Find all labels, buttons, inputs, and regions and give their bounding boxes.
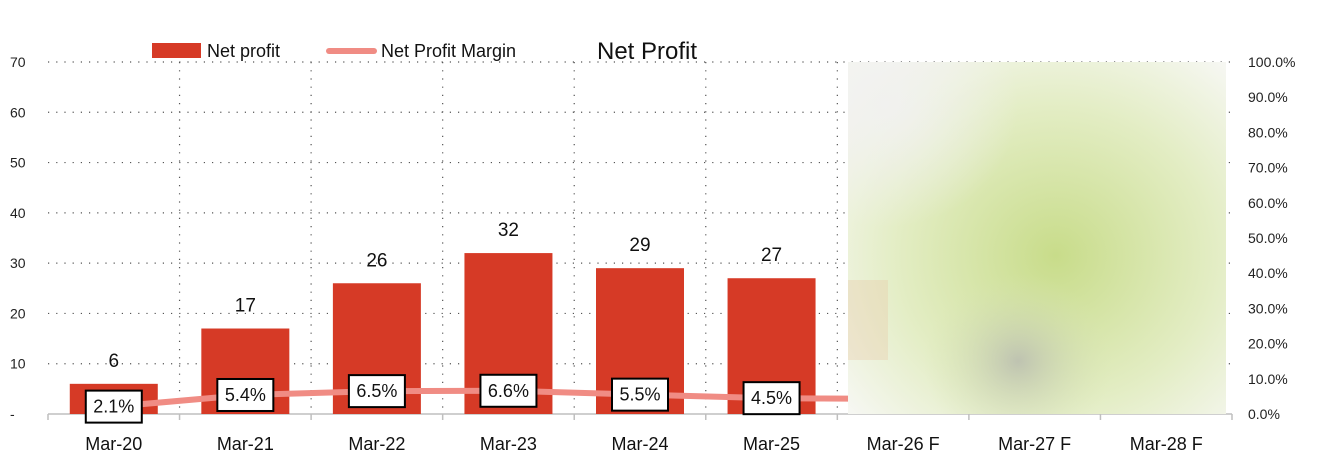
tick-labels: - 10 20 30 40 50 60 70 0.0% 10.0% 20.0% 30.0% 40.0% 5… (10, 54, 1295, 454)
margin-data-label: 2.1% (93, 397, 134, 417)
margin-data-label-box (742, 381, 801, 416)
y-right-tick-label: 20.0% (1248, 336, 1288, 352)
y-left-tick-label: 30 (10, 255, 26, 271)
x-tick-label: Mar-28 F (1130, 434, 1203, 454)
y-right-tick-label: 70.0% (1248, 160, 1288, 176)
y-right-tick-label: 10.0% (1248, 371, 1288, 387)
x-tick-label: Mar-26 F (867, 434, 940, 454)
margin-data-label: 6.5% (356, 381, 397, 401)
bar-data-label: 6 (108, 351, 119, 372)
margin-data-label: 4.5% (751, 388, 792, 408)
y-right-tick-label: 0.0% (1248, 406, 1280, 422)
bar-data-label: 27 (761, 245, 782, 266)
y-right-tick-label: 80.0% (1248, 124, 1288, 140)
bar-data-label: 26 (366, 250, 387, 271)
y-left-tick-label: 60 (10, 104, 26, 120)
blurred-region (848, 62, 1226, 414)
margin-data-label: 6.6% (488, 381, 529, 401)
x-tick-label: Mar-24 (611, 434, 668, 454)
margin-data-label-box (84, 389, 143, 424)
margin-data-label: 5.5% (619, 385, 660, 405)
y-right-tick-label: 60.0% (1248, 195, 1288, 211)
legend-swatch-net-profit (152, 43, 201, 58)
y-left-tick-label: 40 (10, 205, 26, 221)
y-left-tick-label: 50 (10, 155, 26, 171)
legend-label-net-profit: Net profit (207, 41, 280, 61)
bar-data-label: 17 (235, 296, 256, 317)
bar-data-label: 29 (629, 235, 650, 256)
y-left-tick-label: 70 (10, 54, 26, 70)
legend: Net profit Net Profit Margin (152, 41, 516, 61)
x-tick-label: Mar-20 (85, 434, 142, 454)
margin-data-label-box (347, 374, 406, 409)
x-tick-label: Mar-22 (348, 434, 405, 454)
chart-title: Net Profit (597, 38, 697, 65)
y-right-tick-label: 100.0% (1248, 54, 1295, 70)
axes (47, 413, 1233, 420)
y-right-tick-label: 40.0% (1248, 265, 1288, 281)
y-left-tick-label: 10 (10, 356, 26, 372)
legend-label-net-profit-margin: Net Profit Margin (381, 41, 516, 61)
margin-data-label-box (611, 377, 669, 412)
y-left-tick-label: 20 (10, 305, 26, 321)
y-left-tick-label: - (10, 406, 15, 422)
x-tick-label: Mar-27 F (998, 434, 1071, 454)
margin-data-label: 5.4% (225, 385, 266, 405)
y-right-tick-label: 90.0% (1248, 89, 1288, 105)
y-right-tick-label: 30.0% (1248, 300, 1288, 316)
x-tick-label: Mar-25 (743, 434, 800, 454)
margin-data-label-box (479, 373, 538, 408)
margin-data-labels: 2.1% 5.4% 6.5% 6.6% 5.5% 4.5% (84, 373, 801, 424)
x-tick-label: Mar-21 (217, 434, 274, 454)
bar-data-labels: 6 17 26 32 29 27 (108, 220, 782, 372)
bar-data-label: 32 (498, 220, 519, 241)
y-right-tick-label: 50.0% (1248, 230, 1288, 246)
x-tick-label: Mar-23 (480, 434, 537, 454)
margin-data-label-box (216, 377, 275, 412)
